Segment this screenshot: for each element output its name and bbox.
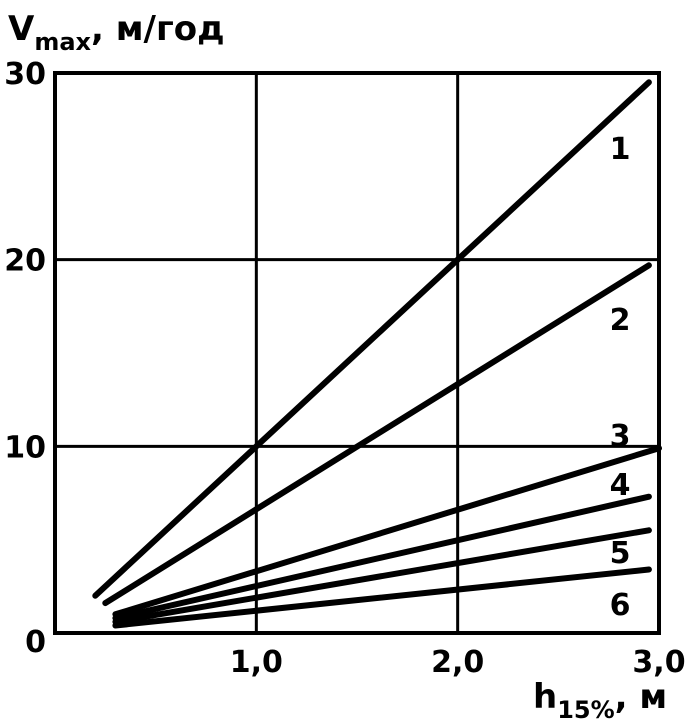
series-labels: 1 2 3 4 5 6 xyxy=(610,132,631,623)
series-label-6: 6 xyxy=(610,588,631,623)
series-line-5 xyxy=(112,527,652,625)
plot-border xyxy=(53,71,661,635)
series-line-4 xyxy=(112,493,652,622)
plot-frame xyxy=(53,71,661,635)
series-label-4: 4 xyxy=(610,468,631,503)
series-label-1: 1 xyxy=(610,132,631,167)
x-tick-label-2: 3,0 xyxy=(632,645,685,680)
y-tick-label-2: 20 xyxy=(4,244,46,279)
y-tick-label-1: 10 xyxy=(4,430,46,465)
x-axis-title: h15%, м xyxy=(533,677,667,724)
y-tick-label-0: 0 xyxy=(25,625,46,660)
series-line-3 xyxy=(112,445,662,618)
series-line-1 xyxy=(92,79,652,599)
series-label-3: 3 xyxy=(610,419,631,454)
tick-labels: 1,0 2,0 3,0 0 10 20 30 xyxy=(4,57,685,680)
x-tick-label-1: 2,0 xyxy=(431,645,484,680)
x-tick-label-0: 1,0 xyxy=(230,645,283,680)
series-label-2: 2 xyxy=(610,303,631,338)
series-line-2 xyxy=(102,262,652,607)
series-lines xyxy=(92,79,662,629)
series-label-5: 5 xyxy=(610,536,631,571)
series-line-6 xyxy=(112,566,652,629)
y-tick-label-3: 30 xyxy=(4,57,46,92)
y-axis-title: Vmax, м/год xyxy=(8,9,225,56)
